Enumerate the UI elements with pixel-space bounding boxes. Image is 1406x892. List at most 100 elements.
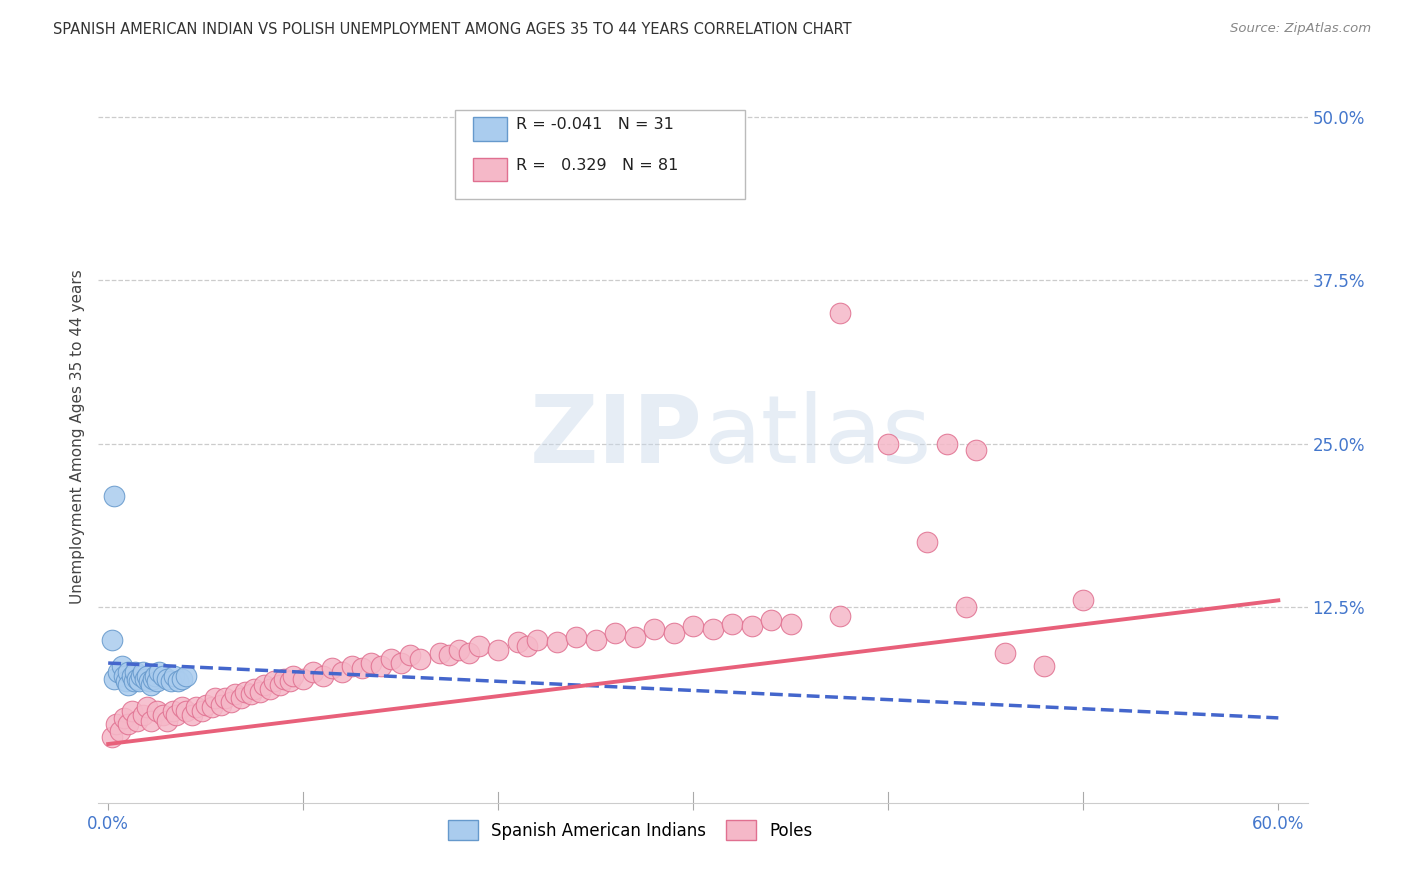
Point	[184, 700, 207, 714]
Point	[360, 656, 382, 670]
Point	[136, 700, 159, 714]
Point	[152, 669, 174, 683]
Point	[312, 669, 335, 683]
Point	[159, 674, 181, 689]
Point	[114, 674, 136, 689]
Point	[243, 682, 266, 697]
Point	[917, 534, 939, 549]
Text: R = -0.041   N = 31: R = -0.041 N = 31	[516, 118, 673, 132]
Point	[330, 665, 353, 680]
Point	[139, 714, 162, 728]
Point	[269, 678, 291, 692]
Point	[167, 674, 190, 689]
Point	[128, 674, 150, 689]
Point	[370, 658, 392, 673]
Point	[124, 665, 146, 680]
Point	[409, 652, 432, 666]
Point	[1071, 593, 1094, 607]
Point	[121, 669, 143, 683]
Point	[429, 646, 451, 660]
Point	[162, 705, 184, 719]
Point	[239, 687, 262, 701]
FancyBboxPatch shape	[456, 110, 745, 200]
Point	[302, 665, 325, 680]
Point	[682, 619, 704, 633]
Point	[741, 619, 763, 633]
Point	[1033, 658, 1056, 673]
Point	[702, 622, 724, 636]
Point	[828, 306, 851, 320]
Point	[546, 635, 568, 649]
Point	[101, 632, 124, 647]
Point	[283, 669, 305, 683]
Point	[994, 646, 1017, 660]
Point	[165, 708, 187, 723]
Point	[139, 678, 162, 692]
Point	[174, 705, 197, 719]
Point	[131, 669, 153, 683]
Point	[565, 630, 588, 644]
Point	[143, 669, 166, 683]
Point	[194, 698, 217, 712]
Legend: Spanish American Indians, Poles: Spanish American Indians, Poles	[441, 814, 820, 847]
Point	[350, 661, 373, 675]
Point	[103, 672, 125, 686]
Point	[526, 632, 548, 647]
Point	[955, 599, 977, 614]
Point	[142, 672, 165, 686]
Point	[439, 648, 461, 663]
Point	[380, 652, 402, 666]
Point	[181, 708, 204, 723]
Point	[605, 626, 627, 640]
Point	[146, 674, 169, 689]
Point	[127, 672, 149, 686]
Point	[249, 685, 271, 699]
Bar	[474, 118, 508, 141]
Point	[643, 622, 665, 636]
Point	[172, 672, 194, 686]
Point	[214, 691, 236, 706]
Point	[263, 674, 285, 689]
Point	[117, 717, 139, 731]
Point	[107, 665, 129, 680]
Point	[233, 685, 256, 699]
Point	[292, 672, 315, 686]
Point	[486, 643, 509, 657]
Point	[200, 700, 222, 714]
Point	[779, 616, 801, 631]
Point	[399, 648, 422, 663]
Point	[224, 687, 246, 701]
Point	[219, 695, 242, 709]
Text: atlas: atlas	[703, 391, 931, 483]
Point	[136, 669, 159, 683]
Point	[340, 658, 363, 673]
Point	[111, 658, 134, 673]
Point	[321, 661, 343, 675]
Point	[828, 609, 851, 624]
Point	[877, 436, 900, 450]
Point	[204, 691, 226, 706]
Point	[117, 678, 139, 692]
Point	[148, 665, 170, 680]
Point	[259, 682, 281, 697]
Point	[761, 613, 783, 627]
Point	[506, 635, 529, 649]
Point	[623, 630, 645, 644]
Point	[585, 632, 607, 647]
Point	[278, 674, 301, 689]
Point	[101, 731, 124, 745]
Point	[152, 708, 174, 723]
Point	[253, 678, 276, 692]
Point	[935, 436, 957, 450]
Point	[127, 714, 149, 728]
Text: SPANISH AMERICAN INDIAN VS POLISH UNEMPLOYMENT AMONG AGES 35 TO 44 YEARS CORRELA: SPANISH AMERICAN INDIAN VS POLISH UNEMPL…	[53, 22, 852, 37]
Point	[721, 616, 744, 631]
Point	[449, 643, 471, 657]
Point	[112, 669, 135, 683]
Point	[156, 672, 179, 686]
Point	[191, 705, 214, 719]
Point	[112, 711, 135, 725]
Text: R =   0.329   N = 81: R = 0.329 N = 81	[516, 158, 678, 173]
Text: ZIP: ZIP	[530, 391, 703, 483]
Point	[389, 656, 412, 670]
